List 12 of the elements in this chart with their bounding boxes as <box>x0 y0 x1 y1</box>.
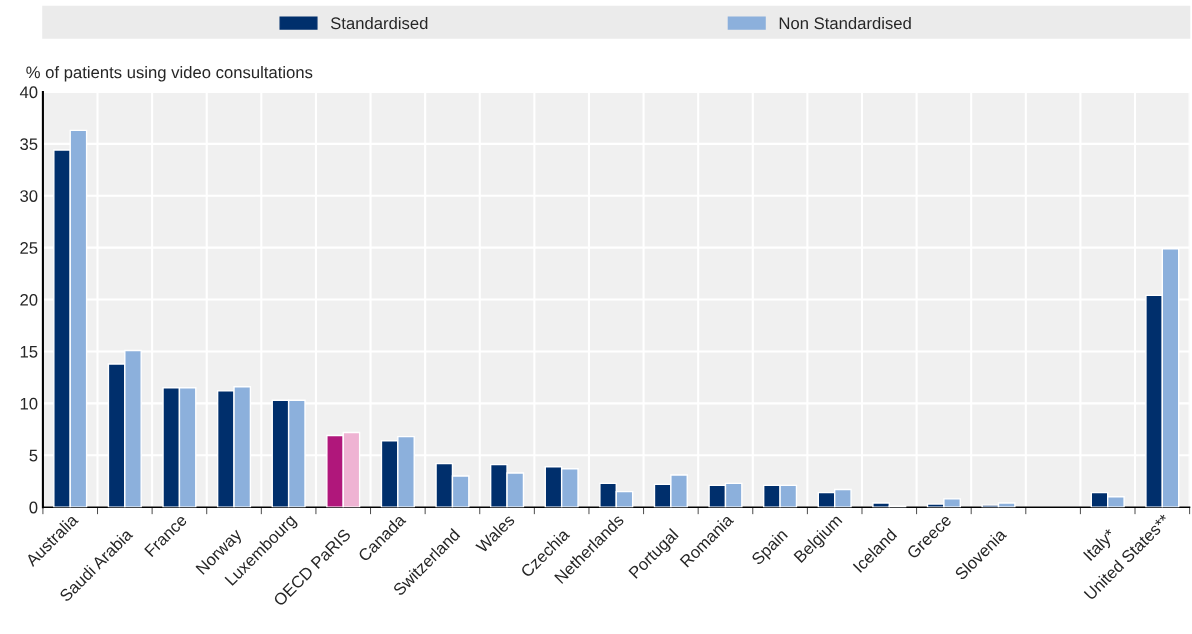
y-tick-label: 15 <box>20 346 38 358</box>
y-tick-label: 0 <box>29 501 38 514</box>
y-tick-label: 5 <box>29 449 38 462</box>
legend-label: Standardised <box>330 16 428 30</box>
y-tick-label: 25 <box>20 242 38 254</box>
y-tick-label: 30 <box>20 190 38 202</box>
y-tick-label: 35 <box>20 138 38 151</box>
legend-label: Non Standardised <box>779 16 911 30</box>
y-tick-label: 20 <box>20 293 38 306</box>
y-tick-label: 10 <box>20 397 38 410</box>
y-tick-label: 40 <box>19 86 38 99</box>
y-axis-title: % of patients using video consultations <box>26 66 313 82</box>
